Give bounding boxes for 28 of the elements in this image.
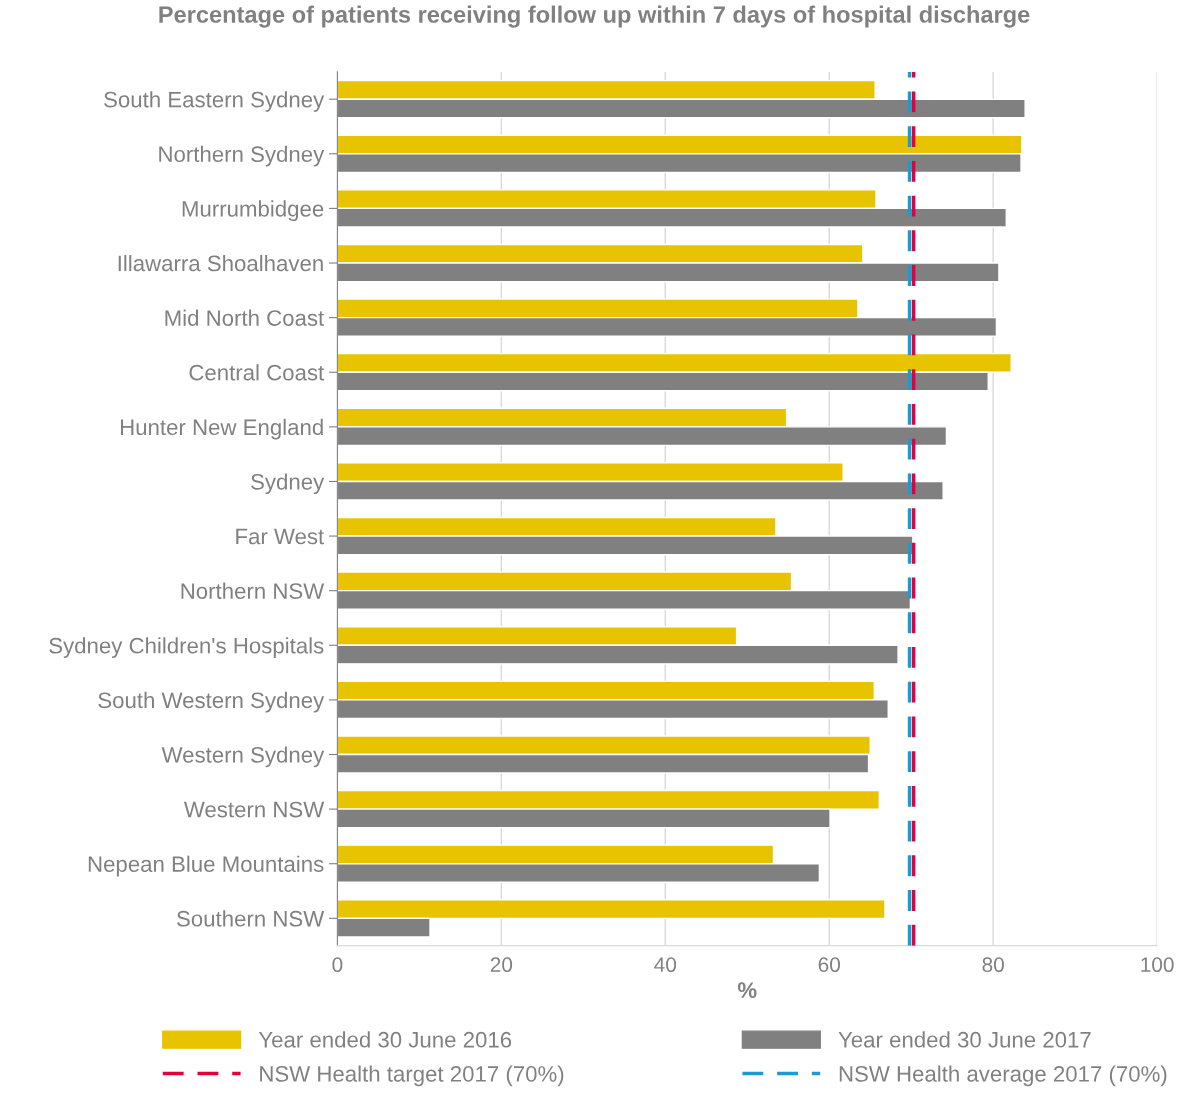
x-tick-label: 80 <box>982 957 1004 973</box>
legend-label: Year ended 30 June 2016 <box>258 1031 512 1048</box>
x-tick-label: 60 <box>818 957 840 973</box>
legend-label: Year ended 30 June 2017 <box>838 1031 1091 1048</box>
y-tick-label: Sydney <box>251 473 325 495</box>
y-tick-label: Northern NSW <box>181 582 325 599</box>
chart-title: Percentage of patients receiving follow up within 7 days of hospital discharge <box>159 5 1030 28</box>
x-axis-title: % <box>737 982 757 998</box>
y-tick-label: Hunter New England <box>120 418 323 440</box>
y-tick-label: Western Sydney <box>161 746 325 768</box>
y-tick-label: Southern NSW <box>177 910 325 927</box>
y-tick-label: Murrumbidgee <box>182 200 324 222</box>
x-tick-label: 20 <box>490 957 513 973</box>
y-tick-label: Illawarra Shoalhaven <box>118 254 323 272</box>
y-tick-label: Northern Sydney <box>159 145 325 167</box>
y-tick-label: Sydney Children's Hospitals <box>49 637 324 658</box>
y-tick-label: Western NSW <box>183 801 325 818</box>
x-tick-label: 100 <box>1141 957 1174 973</box>
y-tick-label: Nepean Blue Mountains <box>88 855 324 877</box>
y-tick-label: Mid North Coast <box>165 309 325 326</box>
legend-label: NSW Health target 2017 (70%) <box>260 1065 564 1087</box>
y-tick-label: South Western Sydney <box>98 691 325 713</box>
legend-label: NSW Health average 2017 (70%) <box>839 1065 1167 1087</box>
x-tick-label: 40 <box>654 957 677 973</box>
y-tick-label: Far West <box>236 528 325 545</box>
y-tick-label: Central Coast <box>189 364 325 381</box>
x-tick-label: 0 <box>332 957 343 973</box>
y-tick-label: South Eastern Sydney <box>104 91 325 112</box>
